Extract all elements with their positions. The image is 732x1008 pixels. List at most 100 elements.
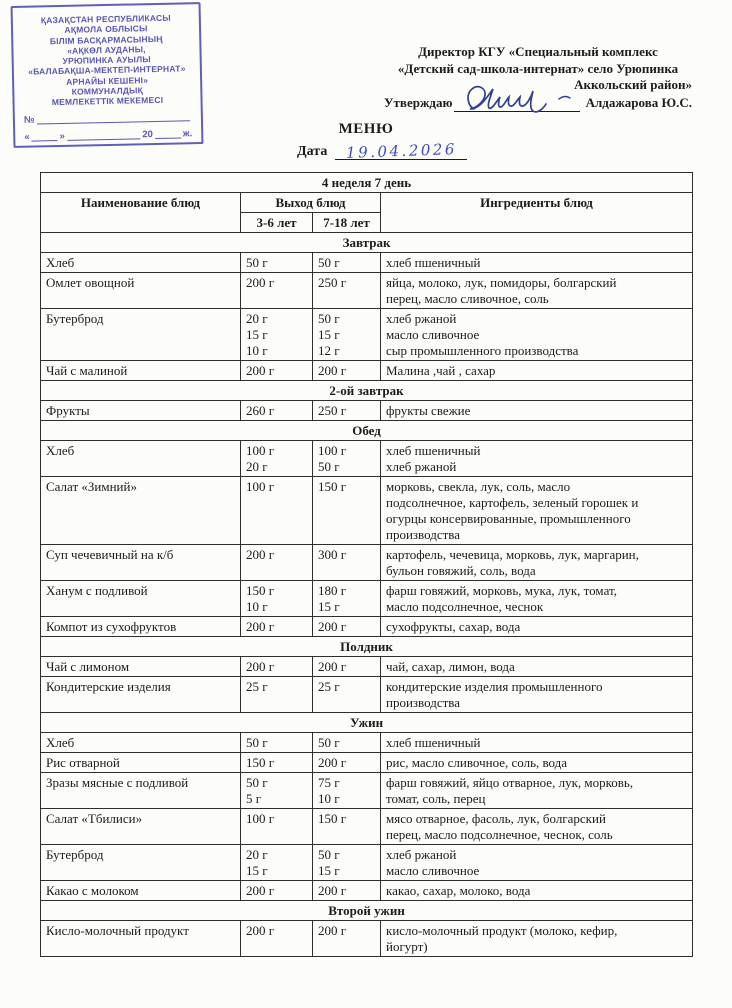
approve-row: Утверждаю Алдажарова Ю.С. bbox=[384, 85, 692, 113]
section-title: Второй ужин bbox=[39, 900, 694, 921]
handwritten-signature bbox=[467, 85, 572, 113]
dish-row: Чай с лимоном 200 г 200 г чай, сахар, лимон… bbox=[40, 656, 694, 677]
page-title: МЕНЮ bbox=[338, 121, 394, 137]
portion-7-18-cell: 200 г bbox=[312, 656, 381, 677]
week-title-cell: 4 неделя 7 день bbox=[39, 172, 694, 193]
ingredients-cell: сухофрукты, сахар, вода bbox=[379, 616, 694, 637]
date-label: Дата bbox=[297, 144, 328, 159]
portion-7-18-cell: 180 г 15 г bbox=[312, 580, 381, 617]
dish-name-cell: Кондитерские изделия bbox=[40, 676, 241, 713]
director-line-3: Аккольский район» bbox=[574, 77, 692, 92]
portion-3-6-cell: 20 г 15 г 10 г bbox=[240, 308, 313, 361]
column-header-row: Наименование блюд Выход блюд Ингредиенты… bbox=[40, 192, 694, 233]
portion-3-6-cell: 200 г bbox=[240, 360, 313, 381]
col-age-large-header: 7-18 лет bbox=[312, 212, 381, 233]
dish-name-cell: Фрукты bbox=[40, 400, 241, 421]
dish-name-cell: Омлет овощной bbox=[40, 272, 241, 309]
portion-7-18-cell: 200 г bbox=[312, 616, 381, 637]
menu-table-body: Завтрак Хлеб 50 г 50 г хлеб пшеничный Омлет о… bbox=[39, 232, 694, 957]
ingredients-cell: яйца, молоко, лук, помидоры, болгарский … bbox=[379, 272, 694, 309]
menu-table-head: 4 неделя 7 день Наименование блюд Выход … bbox=[39, 172, 694, 233]
portion-7-18-cell: 250 г bbox=[312, 272, 381, 309]
dish-name-cell: Чай с малиной bbox=[40, 360, 241, 381]
portion-3-6-cell: 50 г 5 г bbox=[240, 772, 313, 809]
ingredients-cell: чай, сахар, лимон, вода bbox=[379, 656, 694, 677]
portion-3-6-cell: 25 г bbox=[240, 676, 313, 713]
dish-name-cell: Хлеб bbox=[40, 732, 241, 753]
dish-row: Какао с молоком 200 г 200 г какао, сахар, м… bbox=[40, 880, 694, 901]
section-title: 2-ой завтрак bbox=[39, 380, 694, 401]
ingredients-cell: кисло-молочный продукт (молоко, кефир, й… bbox=[379, 920, 694, 957]
col-output-header: Выход блюд bbox=[240, 192, 381, 213]
date-row: Дата 19.04.2026 bbox=[297, 140, 468, 162]
portion-3-6-cell: 200 г bbox=[240, 880, 313, 901]
portion-3-6-cell: 200 г bbox=[240, 544, 313, 581]
portion-3-6-cell: 50 г bbox=[240, 252, 313, 273]
section-title: Ужин bbox=[39, 712, 694, 733]
ingredients-cell: фарш говяжий, морковь, мука, лук, томат,… bbox=[379, 580, 694, 617]
ingredients-cell: хлеб пшеничный bbox=[379, 252, 694, 273]
section-row: Завтрак bbox=[39, 232, 694, 253]
dish-row: Бутерброд 20 г 15 г 50 г 15 г хлеб ржаной м… bbox=[40, 844, 694, 881]
dish-name-cell: Суп чечевичный на к/б bbox=[40, 544, 241, 581]
portion-7-18-cell: 200 г bbox=[312, 360, 381, 381]
portion-7-18-cell: 50 г 15 г 12 г bbox=[312, 308, 381, 361]
portion-7-18-cell: 75 г 10 г bbox=[312, 772, 381, 809]
ingredients-cell: какао, сахар, молоко, вода bbox=[379, 880, 694, 901]
ingredients-cell: хлеб ржаной масло сливочное bbox=[379, 844, 694, 881]
section-row: 2-ой завтрак bbox=[39, 380, 694, 401]
dish-row: Суп чечевичный на к/б 200 г 300 г картофель… bbox=[40, 544, 694, 581]
menu-table: 4 неделя 7 день Наименование блюд Выход … bbox=[39, 172, 694, 957]
approval-header: Директор КГУ «Специальный комплекс «Детс… bbox=[384, 44, 692, 113]
portion-7-18-cell: 150 г bbox=[312, 808, 381, 845]
ingredients-cell: фрукты свежие bbox=[379, 400, 694, 421]
dish-name-cell: Ханум с подливой bbox=[40, 580, 241, 617]
dish-name-cell: Бутерброд bbox=[40, 308, 241, 361]
ingredients-cell: мясо отварное, фасоль, лук, болгарский п… bbox=[379, 808, 694, 845]
section-row: Полдник bbox=[39, 636, 694, 657]
section-row: Второй ужин bbox=[39, 900, 694, 921]
portion-7-18-cell: 300 г bbox=[312, 544, 381, 581]
dish-row: Чай с малиной 200 г 200 г Малина ,чай , сах… bbox=[40, 360, 694, 381]
portion-7-18-cell: 200 г bbox=[312, 880, 381, 901]
section-title: Завтрак bbox=[39, 232, 694, 253]
portion-7-18-cell: 150 г bbox=[312, 476, 381, 545]
portion-3-6-cell: 200 г bbox=[240, 272, 313, 309]
portion-3-6-cell: 50 г bbox=[240, 732, 313, 753]
ingredients-cell: картофель, чечевица, морковь, лук, марга… bbox=[379, 544, 694, 581]
ingredients-cell: рис, масло сливочное, соль, вода bbox=[379, 752, 694, 773]
ingredients-cell: Малина ,чай , сахар bbox=[379, 360, 694, 381]
portion-3-6-cell: 100 г 20 г bbox=[240, 440, 313, 477]
portion-7-18-cell: 200 г bbox=[312, 752, 381, 773]
dish-name-cell: Хлеб bbox=[40, 440, 241, 477]
dish-name-cell: Какао с молоком bbox=[40, 880, 241, 901]
portion-3-6-cell: 100 г bbox=[240, 808, 313, 845]
dish-row: Рис отварной 150 г 200 г рис, масло сливочн… bbox=[40, 752, 694, 773]
portion-3-6-cell: 200 г bbox=[240, 616, 313, 637]
dish-row: Хлеб 50 г 50 г хлеб пшеничный bbox=[40, 732, 694, 753]
ingredients-cell: хлеб пшеничный bbox=[379, 732, 694, 753]
age-header-row: 3-6 лет 7-18 лет bbox=[41, 212, 693, 233]
dish-name-cell: Чай с лимоном bbox=[40, 656, 241, 677]
dish-row: Салат «Зимний» 100 г 150 г морковь, свекла,… bbox=[40, 476, 694, 545]
portion-7-18-cell: 25 г bbox=[312, 676, 381, 713]
dish-row: Кондитерские изделия 25 г 25 г кондитерские… bbox=[40, 676, 694, 713]
dish-name-cell: Бутерброд bbox=[40, 844, 241, 881]
dish-row: Компот из сухофруктов 200 г 200 г сухофрукт… bbox=[40, 616, 694, 637]
portion-3-6-cell: 20 г 15 г bbox=[240, 844, 313, 881]
portion-3-6-cell: 260 г bbox=[240, 400, 313, 421]
approver-name: Алдажарова Ю.С. bbox=[585, 95, 692, 110]
dish-name-cell: Кисло-молочный продукт bbox=[40, 920, 241, 957]
ingredients-cell: хлеб пшеничный хлеб ржаной bbox=[379, 440, 694, 477]
dish-row: Кисло-молочный продукт 200 г 200 г кисло-мо… bbox=[40, 920, 694, 957]
ingredients-cell: фарш говяжий, яйцо отварное, лук, морков… bbox=[379, 772, 694, 809]
director-line-2: «Детский сад-школа-интернат» село Урюпин… bbox=[397, 60, 679, 76]
portion-7-18-cell: 200 г bbox=[312, 920, 381, 957]
portion-7-18-cell: 100 г 50 г bbox=[312, 440, 381, 477]
dish-row: Ханум с подливой 150 г 10 г 180 г 15 г фарш… bbox=[40, 580, 694, 617]
dish-row: Бутерброд 20 г 15 г 10 г 50 г 15 г 12 г хле… bbox=[40, 308, 694, 361]
col-ingredients-header: Ингредиенты блюд bbox=[379, 192, 694, 233]
portion-3-6-cell: 150 г 10 г bbox=[240, 580, 313, 617]
section-title: Полдник bbox=[39, 636, 694, 657]
